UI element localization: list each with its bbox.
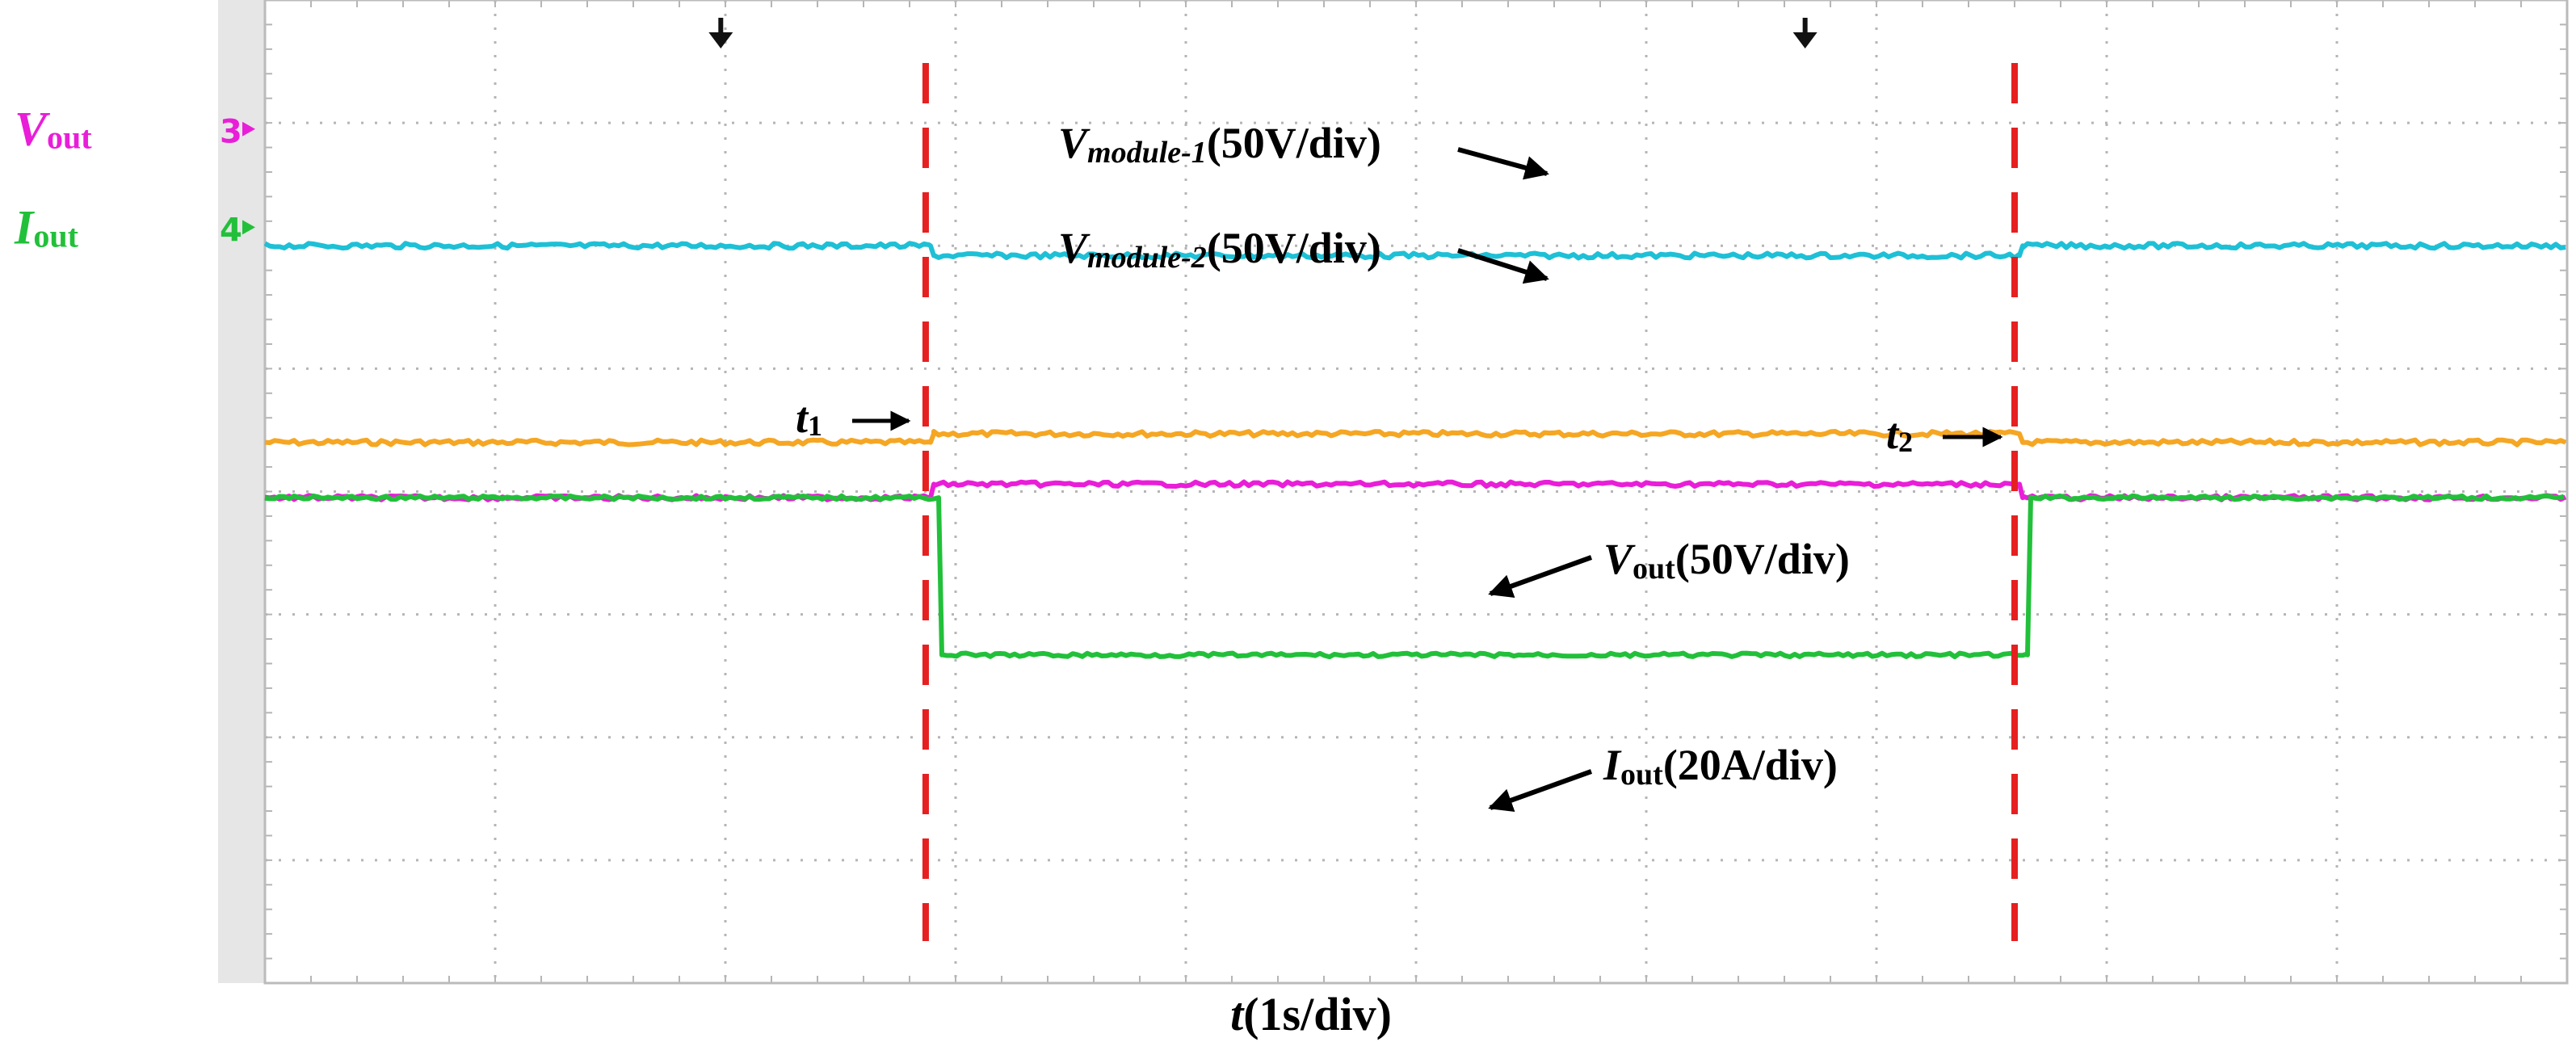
- channel-number-vout: 3: [220, 114, 242, 151]
- x-axis-var: t: [1230, 988, 1245, 1040]
- annotation-scale: (50V/div): [1207, 119, 1381, 167]
- trace-iout: [264, 493, 2565, 660]
- x-axis-label: t(1s/div): [1230, 988, 1392, 1040]
- channel-label-symbol: V: [15, 103, 51, 156]
- annotation-subscript: out: [1633, 552, 1675, 586]
- channel-label-vout: Vout: [15, 103, 92, 156]
- annotation-symbol: V: [1603, 535, 1636, 583]
- trace-vmod2: [263, 241, 2566, 261]
- waveform-traces: [263, 241, 2567, 660]
- annotation-arrow: [1488, 555, 1593, 598]
- annotation-arrow: [1488, 769, 1593, 812]
- trigger-markers: [708, 18, 1817, 48]
- x-axis-unit: (1s/div): [1243, 988, 1392, 1040]
- trace-vmod1: [264, 429, 2567, 448]
- plot-frame: [263, 0, 2569, 985]
- trigger-marker-icon: [708, 32, 733, 48]
- channel-labels: Vmodule-11Vmodule-22Vout3Iout4: [14, 103, 255, 254]
- event-label-t2: t2: [1886, 410, 1913, 458]
- plot-background: [265, 0, 2567, 983]
- event-labels: t1 t2: [796, 393, 2003, 458]
- event-label-t1: t1: [796, 393, 822, 442]
- annotation-arrow: [1457, 147, 1549, 180]
- event-label-sub: 1: [808, 410, 822, 442]
- annotation-symbol: V: [1058, 119, 1090, 167]
- annotation-subscript: module-1: [1087, 136, 1207, 170]
- annotation-symbol: V: [1058, 224, 1090, 272]
- annotation-vmod1: Vmodule-1(50V/div): [1058, 119, 1381, 170]
- annotation-arrow: [1457, 248, 1549, 284]
- channel-ground-marker-icon: [242, 220, 255, 235]
- annotation-scale: (20A/div): [1663, 741, 1838, 789]
- trace-annotations: Vmodule-1(50V/div)Vmodule-2(50V/div)Vout…: [1058, 119, 1850, 812]
- channel-ground-marker-icon: [242, 121, 255, 137]
- annotation-subscript: module-2: [1087, 241, 1207, 275]
- channel-label-subscript: out: [33, 217, 78, 254]
- channel-label-subscript: out: [47, 120, 92, 156]
- annotation-iout: Iout(20A/div): [1603, 741, 1838, 792]
- annotation-scale: (50V/div): [1207, 224, 1381, 272]
- channel-label-symbol: I: [14, 200, 36, 254]
- annotation-symbol: I: [1603, 741, 1622, 789]
- scope-left-bezel: [218, 0, 265, 983]
- channel-label-iout: Iout: [14, 200, 79, 254]
- trigger-marker-icon: [1792, 32, 1817, 48]
- event-lines: [922, 63, 2018, 941]
- event-label-var: t: [796, 393, 809, 442]
- annotation-subscript: out: [1620, 758, 1663, 792]
- channel-number-iout: 4: [220, 212, 242, 249]
- annotation-scale: (50V/div): [1675, 535, 1850, 583]
- event-label-sub: 2: [1898, 426, 1913, 458]
- annotation-vmod2: Vmodule-2(50V/div): [1058, 224, 1381, 275]
- event-label-var: t: [1886, 410, 1900, 458]
- annotation-vout: Vout(50V/div): [1603, 535, 1850, 586]
